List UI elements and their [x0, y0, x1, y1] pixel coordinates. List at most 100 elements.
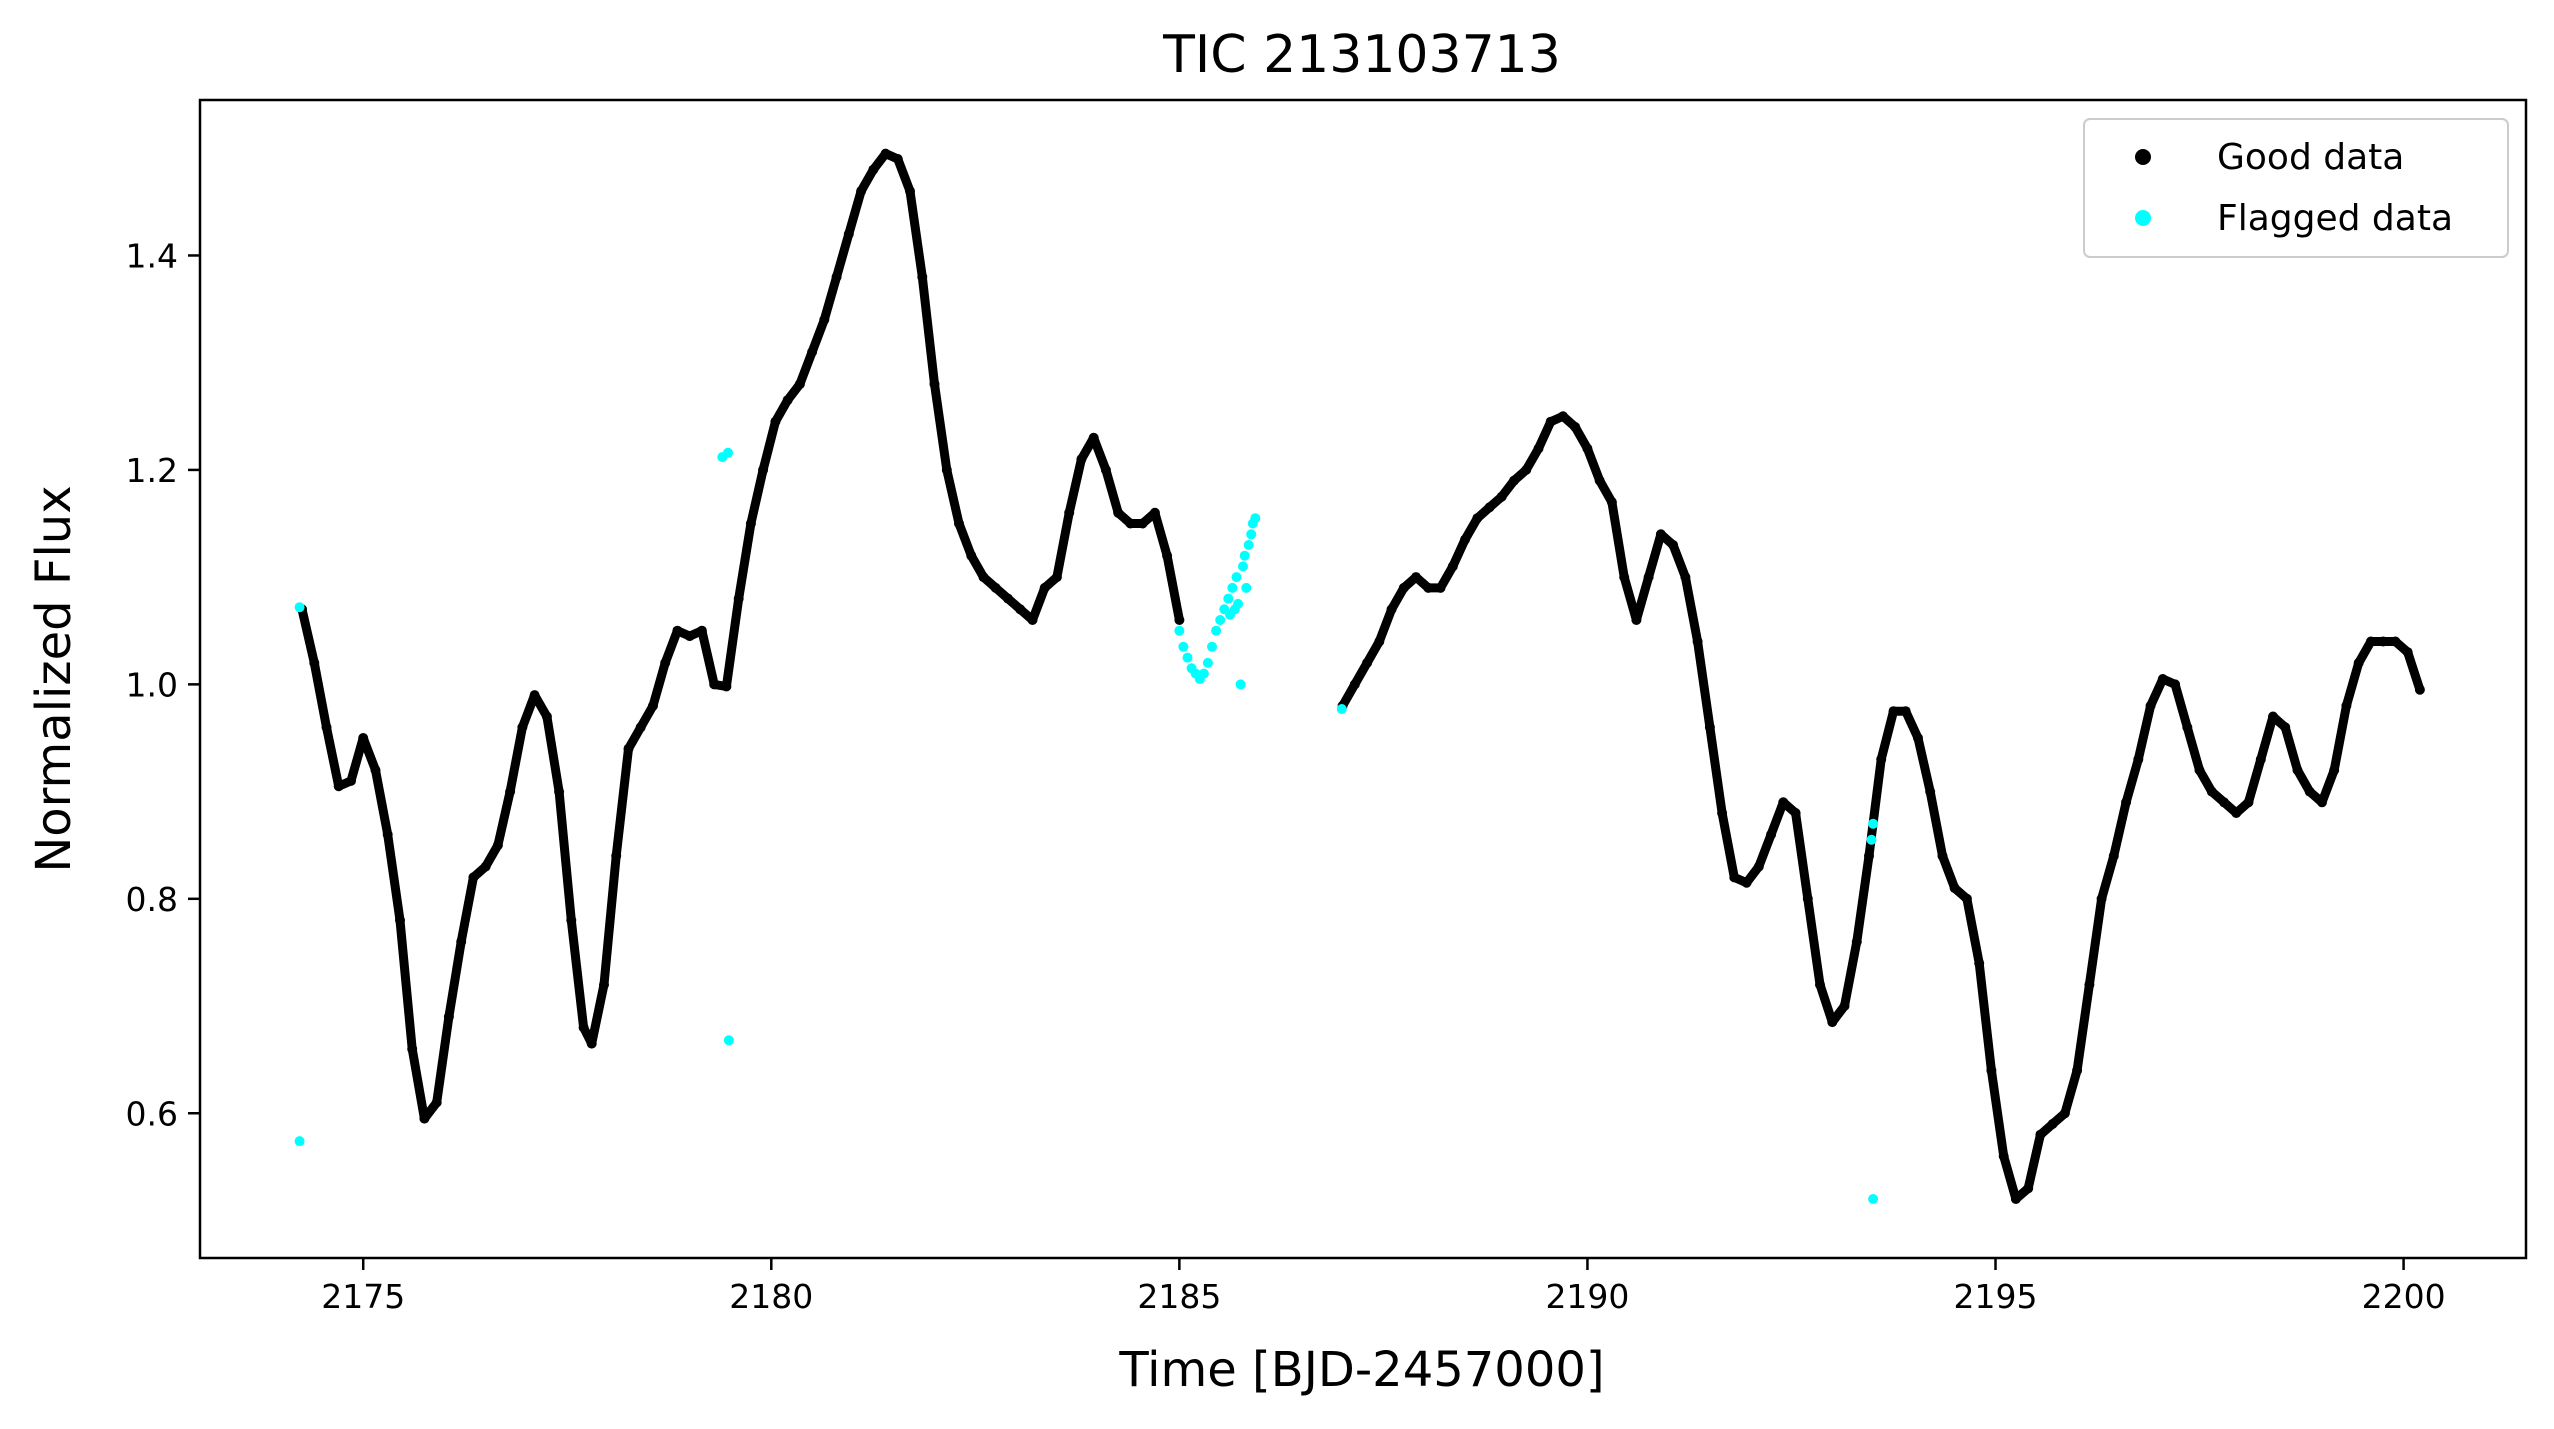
flagged-data-point: [723, 447, 733, 458]
flagged-data-point: [1231, 572, 1242, 583]
good-data-point: [505, 786, 516, 797]
good-data-point: [868, 164, 879, 175]
good-data-point: [370, 765, 381, 776]
plot-frame: [198, 98, 2528, 1260]
good-data-point: [1815, 979, 1825, 990]
good-data-point: [745, 518, 756, 529]
good-data-point: [1729, 872, 1740, 883]
good-data-point: [1851, 936, 1862, 947]
good-data-point: [541, 711, 552, 722]
good-data-point: [566, 915, 577, 926]
good-data-point: [2096, 893, 2107, 904]
good-data-point: [1790, 808, 1801, 818]
good-data-point: [1864, 850, 1874, 861]
good-data-point: [1374, 636, 1385, 647]
good-data-point: [1125, 518, 1136, 529]
good-data-point: [1974, 958, 1985, 969]
good-data-point: [2243, 797, 2254, 808]
flagged-data-point: [1215, 615, 1226, 625]
good-data-point: [1900, 706, 1911, 717]
good-data-point: [2059, 1108, 2070, 1119]
flagged-data-point: [1233, 598, 1244, 609]
good-data-point: [407, 1043, 418, 1054]
flagged-data-point: [723, 1035, 734, 1046]
flagged-data-point: [1238, 561, 1248, 572]
good-data-point: [1003, 593, 1013, 604]
good-data-point: [782, 395, 793, 406]
good-data-point: [1100, 464, 1111, 475]
good-data-point: [468, 872, 479, 883]
good-data-point: [2304, 786, 2315, 797]
x-tick-label-2: 2185: [1137, 1277, 1221, 1316]
flagged-data-point: [1174, 625, 1185, 636]
good-data-point: [517, 722, 528, 733]
good-data-point: [2035, 1129, 2046, 1140]
flagged-data-point: [294, 602, 305, 613]
good-data-point: [1937, 850, 1948, 861]
x-tick-label-4: 2195: [1954, 1277, 2038, 1316]
good-data-point: [1655, 529, 1666, 540]
good-data-point: [856, 186, 867, 197]
good-data-point: [990, 582, 1001, 593]
flagged-data-point: [1207, 641, 1217, 652]
good-data-point: [623, 743, 634, 754]
good-data-point: [1876, 754, 1887, 765]
good-data-point: [2231, 808, 2242, 818]
good-data-point: [382, 829, 393, 840]
flagged-data-point: [1246, 529, 1257, 540]
good-data-point: [2072, 1065, 2083, 1076]
good-data-point: [2157, 674, 2168, 684]
good-data-point: [721, 681, 732, 692]
good-data-point: [1827, 1017, 1838, 1028]
good-data-point: [2023, 1183, 2034, 1194]
good-data-point: [843, 229, 854, 239]
good-data-point: [443, 1011, 454, 1022]
flagged-data-point: [1211, 625, 1222, 636]
good-data-point: [1998, 1151, 2009, 1162]
flagged-data-point: [1239, 550, 1250, 561]
good-data-point: [831, 271, 842, 282]
flagged-data-point: [1227, 582, 1238, 593]
good-data-point: [807, 347, 818, 357]
good-data-point: [1027, 615, 1038, 625]
x-tick-label-0: 2175: [321, 1277, 405, 1316]
good-data-point: [1349, 679, 1360, 690]
good-data-point: [1496, 491, 1507, 502]
good-data-point: [419, 1113, 430, 1124]
good-data-point: [456, 936, 467, 947]
good-data-point: [2170, 679, 2181, 690]
good-data-point: [586, 1038, 597, 1049]
good-data-point: [1631, 615, 1642, 625]
good-data-point: [1460, 534, 1470, 545]
good-data-point: [1472, 513, 1483, 524]
good-data-point: [794, 379, 805, 390]
good-data-point: [395, 915, 405, 926]
good-data-point: [1802, 893, 1813, 904]
good-data-point: [660, 657, 671, 668]
flagged-data-point: [1866, 834, 1877, 845]
good-data-point: [2280, 722, 2291, 733]
good-data-point: [2047, 1119, 2058, 1129]
good-data-point: [1606, 497, 1617, 508]
legend-marker-flagged: [2135, 210, 2151, 226]
good-data-point: [2255, 754, 2266, 765]
y-tick-label-1: 0.8: [126, 880, 178, 919]
good-data-point: [480, 861, 491, 872]
good-data-point: [2378, 636, 2389, 647]
good-data-point: [1113, 507, 1124, 518]
good-data-point: [1447, 561, 1458, 572]
good-data-point: [1533, 443, 1544, 454]
good-data-point: [2010, 1194, 2021, 1204]
x-tick-label-5: 2200: [2362, 1277, 2446, 1316]
flagged-data-point: [294, 1136, 305, 1147]
good-data-point: [1545, 416, 1556, 427]
good-data-point: [1015, 604, 1026, 615]
good-data-point: [1509, 475, 1519, 486]
good-data-point: [1925, 786, 1936, 797]
good-data-point: [2341, 700, 2352, 711]
flagged-data-point: [1178, 641, 1189, 652]
good-data-point: [1484, 502, 1495, 513]
good-data-point: [333, 781, 344, 792]
good-data-point: [1386, 604, 1397, 615]
